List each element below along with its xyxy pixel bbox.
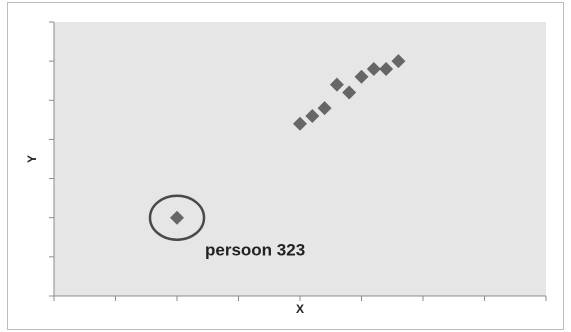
y-axis-label: Y [25, 155, 39, 163]
data-point [391, 54, 406, 69]
data-point [342, 85, 357, 100]
data-point [317, 101, 332, 116]
data-point [366, 61, 381, 76]
x-axis-label: X [296, 302, 304, 316]
annotation-label: persoon 323 [205, 241, 305, 260]
data-point [379, 61, 394, 76]
data-point [354, 69, 369, 84]
annotation: persoon 323 [148, 194, 305, 260]
data-point [170, 210, 184, 225]
axes [49, 21, 547, 301]
data-point [293, 116, 307, 131]
highlight-circle [148, 194, 206, 241]
data-point [329, 77, 344, 92]
data-points [170, 54, 406, 225]
plot-area [54, 22, 546, 296]
data-point [305, 108, 320, 123]
